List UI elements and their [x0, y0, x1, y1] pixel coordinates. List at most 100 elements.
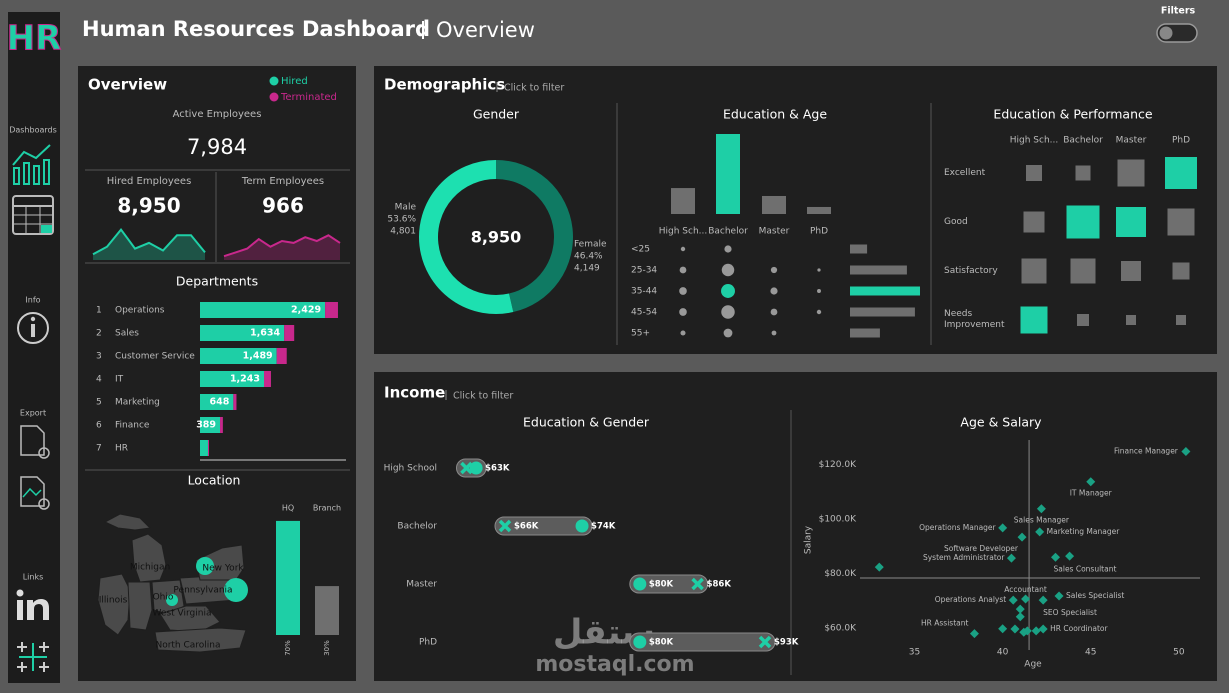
age-education-dot [817, 268, 821, 272]
y-tick-label: 35-44 [631, 287, 657, 297]
donut-label: Female [574, 240, 607, 250]
filter-hint[interactable]: Click to filter [504, 83, 564, 94]
scatter-point [1022, 626, 1032, 636]
performance-square [1172, 262, 1190, 280]
row-label: Good [944, 216, 968, 227]
x-tick-label: Branch [313, 504, 341, 513]
kpi-label: Hired Employees [107, 176, 192, 187]
donut-label: Male [395, 203, 417, 213]
info-icon[interactable] [17, 312, 49, 344]
terminated-bar [233, 394, 237, 410]
hired-bar [200, 371, 265, 387]
pdf-icon[interactable] [20, 425, 50, 459]
y-tick-label: PhD [419, 638, 437, 648]
education-bar [762, 195, 786, 214]
point-label: HR Coordinator [1050, 624, 1108, 633]
x-tick-label: HQ [282, 504, 294, 513]
age-education-dot [679, 308, 687, 316]
point-label: System Administrator [923, 553, 1005, 562]
performance-square [1165, 157, 1197, 189]
linkedin-icon[interactable] [16, 589, 50, 621]
state-label: North Carolina [155, 641, 220, 651]
chart-title: Education & Age [723, 107, 827, 122]
kpi-value: 7,984 [187, 135, 247, 159]
scatter-point [1015, 612, 1025, 622]
tableau-icon[interactable] [17, 642, 49, 672]
scatter-point [1019, 627, 1029, 637]
male-marker [691, 577, 704, 591]
kpi-label: Active Employees [173, 109, 262, 120]
department-rank: 2 [96, 329, 102, 339]
state-label: Pennsylvania [173, 586, 232, 596]
department-name: Customer Service [115, 352, 195, 362]
performance-square [1075, 165, 1091, 181]
scatter-point [874, 562, 884, 572]
chart-title: Education & Gender [523, 415, 650, 430]
age-bar [850, 328, 880, 338]
row-label-box: Needs Improvement [944, 309, 1005, 330]
point-label: Accountant [1004, 585, 1047, 594]
bar-label: 2,429 [291, 305, 321, 316]
scatter-point [1008, 595, 1018, 605]
scatter-point [1031, 626, 1041, 636]
age-education-dot [721, 284, 735, 298]
terminated-bar [276, 348, 287, 364]
hired-bar [200, 417, 221, 433]
panel-title: Demographics [384, 76, 505, 94]
point-label: Marketing Manager [1047, 527, 1121, 536]
column-header: Bachelor [1063, 136, 1103, 146]
image-icon[interactable] [20, 476, 50, 510]
x-tick-label: PhD [810, 227, 828, 237]
scatter-point [969, 629, 979, 639]
department-rank: 1 [96, 306, 102, 316]
male-marker [498, 519, 512, 533]
column-header: High Sch... [1010, 136, 1059, 146]
point-label: HR Assistant [921, 619, 968, 628]
hired-bar [200, 440, 208, 456]
department-rank: 5 [96, 398, 102, 408]
watermark: mostaql.com [535, 652, 694, 677]
scatter-point [1038, 595, 1048, 605]
point-label: Operations Manager [919, 523, 996, 532]
department-name: Sales [115, 329, 139, 339]
performance-square [1023, 211, 1045, 233]
education-bar [807, 206, 831, 214]
performance-square [1066, 205, 1100, 239]
legend-swatch [269, 92, 279, 102]
x-tick-label: 50 [1173, 648, 1185, 658]
map [97, 513, 248, 653]
performance-square [1167, 208, 1195, 236]
terminated-bar [325, 302, 338, 318]
hired-bar [200, 325, 285, 341]
y-tick-label: $60.0K [824, 624, 857, 634]
performance-square [1117, 159, 1145, 187]
chart-title: Education & Performance [993, 107, 1152, 122]
scatter-point [1015, 604, 1025, 614]
chart-title: Age & Salary [960, 415, 1042, 430]
scatter-point [1054, 591, 1064, 601]
female-marker [633, 577, 647, 591]
age-education-dot [721, 263, 735, 277]
point-label: Finance Manager [1114, 446, 1179, 455]
scatter-point [1038, 624, 1048, 634]
bar-label: 70% [284, 640, 292, 656]
donut-total: 8,950 [471, 228, 522, 247]
age-education-dot [721, 305, 735, 319]
scatter-point [1021, 594, 1031, 604]
department-rank: 6 [96, 421, 102, 431]
point-label: Sales Manager [1014, 516, 1070, 525]
table-icon[interactable] [12, 195, 54, 235]
performance-square [1020, 306, 1048, 334]
location-bar [315, 586, 339, 635]
legend-label: Terminated [280, 92, 337, 103]
performance-square [1116, 207, 1146, 237]
filters-toggle[interactable] [1156, 23, 1198, 43]
department-rank: 4 [96, 375, 102, 385]
dashboard-icon[interactable] [12, 144, 51, 185]
point-label: Sales Specialist [1066, 591, 1124, 600]
row-label-box: Good [944, 216, 968, 227]
donut-label: 4,801 [390, 227, 416, 237]
filter-hint[interactable]: Click to filter [453, 391, 513, 402]
department-name: Marketing [115, 398, 160, 408]
legend-swatch [269, 76, 279, 86]
